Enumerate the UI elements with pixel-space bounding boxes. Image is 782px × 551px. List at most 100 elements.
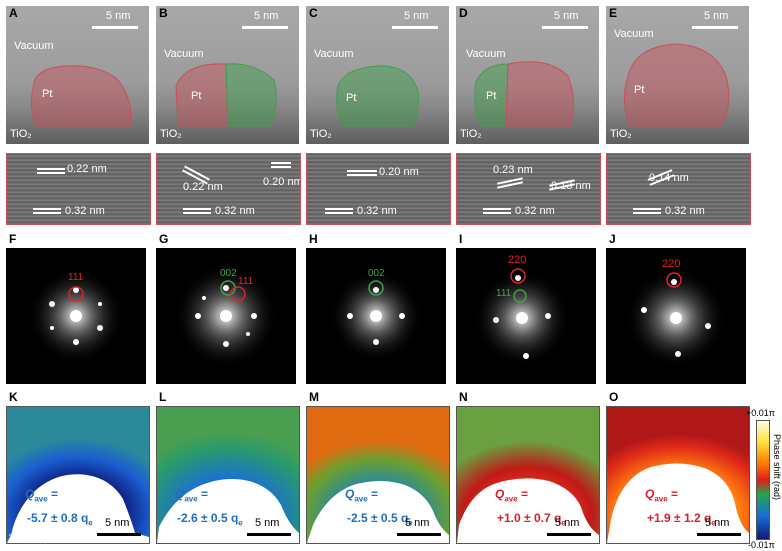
pt-label-d: Pt — [486, 90, 497, 102]
fft-spot-label-j1: 220 — [662, 258, 681, 270]
spacing-label-d1: 0.23 nm — [493, 164, 533, 176]
fft-spot-label-i1: 220 — [508, 254, 527, 266]
pt-particle-a — [30, 65, 132, 127]
fft-pattern-g — [174, 264, 278, 368]
scale-label-o: 5 nm — [705, 517, 730, 529]
spacing-label-e1: 0.14 nm — [649, 172, 689, 184]
scale-bar-c — [392, 26, 438, 29]
fft-spot-label-f1: 111 — [68, 272, 84, 283]
tem-image-b — [156, 6, 299, 144]
q-value-n: +1.0 ± 0.7 qe — [497, 511, 566, 528]
q-label-m: Qave = — [345, 487, 379, 504]
spacing-label-c1: 0.20 nm — [379, 166, 419, 178]
panel-label-k: K — [9, 390, 18, 404]
zoom-image-b: 0.22 nm 0.20 nm 0.32 nm — [156, 153, 301, 225]
phase-map-k: Qave = -5.7 ± 0.8 qe 5 nm — [6, 406, 150, 544]
q-label-o: Qave = — [645, 487, 679, 504]
spacing-label-a2: 0.32 nm — [65, 205, 105, 217]
zoom-image-c: 0.20 nm 0.32 nm — [306, 153, 451, 225]
phase-map-m: Qave = -2.5 ± 0.5 qe 5 nm — [306, 406, 450, 544]
vacuum-label-b: Vacuum — [164, 48, 204, 60]
vacuum-label-a: Vacuum — [14, 40, 54, 52]
panel-label-b: B — [159, 6, 168, 20]
panel-label-m: M — [309, 390, 319, 404]
scale-bar-a — [92, 26, 138, 29]
particle-silhouette-n — [457, 478, 599, 543]
q-value-m: -2.5 ± 0.5 qe — [347, 511, 413, 528]
substrate-label-b: TiO₂ — [160, 128, 182, 140]
panel-label-a: A — [9, 6, 18, 20]
fft-spot-label-g2: 111 — [238, 276, 254, 287]
colorbar-title: Phase shift (rad) — [772, 434, 782, 501]
vacuum-label-c: Vacuum — [314, 48, 354, 60]
tem-image-c — [306, 6, 449, 144]
fft-pattern-j — [626, 268, 726, 368]
scale-label-l: 5 nm — [255, 517, 280, 529]
fft-image-g: 002 111 — [156, 248, 296, 384]
substrate-label-d: TiO₂ — [460, 128, 482, 140]
tem-image-e — [606, 6, 749, 144]
fft-image-i: 220 111 — [456, 248, 596, 384]
scale-bar-k — [97, 533, 141, 536]
vacuum-label-d: Vacuum — [466, 48, 506, 60]
panel-label-c: C — [309, 6, 318, 20]
phase-map-l: Qave = -2.6 ± 0.5 qe 5 nm — [156, 406, 300, 544]
fft-pattern-h — [330, 270, 422, 362]
zoom-image-a: 0.22 nm 0.32 nm — [6, 153, 151, 225]
scale-label-k: 5 nm — [105, 517, 130, 529]
fft-spot-label-i2: 111 — [496, 288, 512, 299]
colorbar-bottom-label: -0.01π — [748, 540, 775, 550]
spacing-label-e2: 0.32 nm — [665, 205, 705, 217]
pt-label-a: Pt — [42, 88, 53, 100]
particle-silhouette-k — [7, 474, 149, 543]
spacing-label-c2: 0.32 nm — [357, 205, 397, 217]
zoom-image-e: 0.14 nm 0.32 nm — [606, 153, 751, 225]
spacing-label-d2: 0.13 nm — [551, 180, 591, 192]
pt-particle-b — [175, 63, 277, 127]
scale-label-m: 5 nm — [405, 517, 430, 529]
q-value-k: -5.7 ± 0.8 qe — [27, 511, 93, 528]
substrate-label-c: TiO₂ — [310, 128, 332, 140]
substrate-label-a: TiO₂ — [10, 128, 32, 140]
q-label-l: Qave = — [175, 487, 209, 504]
pt-label-e: Pt — [634, 84, 645, 96]
fft-spot-label-g1: 002 — [220, 268, 237, 279]
particle-silhouette-l — [157, 479, 299, 543]
panel-label-d: D — [459, 6, 468, 20]
scale-label-b: 5 nm — [254, 10, 279, 22]
spacing-label-b1: 0.22 nm — [183, 181, 223, 193]
spacing-label-d3: 0.32 nm — [515, 205, 555, 217]
pt-particle-e — [624, 43, 730, 127]
watermark: 大数据文摘 — [8, 530, 74, 545]
panel-label-i: I — [459, 232, 463, 246]
vacuum-label-e: Vacuum — [614, 28, 654, 40]
substrate-label-e: TiO₂ — [610, 128, 632, 140]
q-value-o: +1.9 ± 1.2 qe — [647, 511, 716, 528]
pt-label-b: Pt — [191, 90, 202, 102]
phase-map-n: Qave = +1.0 ± 0.7 qe 5 nm — [456, 406, 600, 544]
fft-image-f: 111 — [6, 248, 146, 384]
scale-label-c: 5 nm — [404, 10, 429, 22]
scale-bar-l — [247, 533, 291, 536]
panel-label-g: G — [159, 232, 169, 246]
fft-image-h: 002 — [306, 248, 446, 384]
spacing-label-b3: 0.32 nm — [215, 205, 255, 217]
panel-label-h: H — [309, 232, 318, 246]
scale-bar-m — [397, 533, 441, 536]
spacing-label-b2: 0.20 nm — [263, 176, 301, 188]
q-label-k: Qave = — [25, 487, 59, 504]
panel-label-e: E — [609, 6, 618, 20]
pt-particle-c — [336, 65, 419, 127]
pt-label-c: Pt — [346, 92, 357, 104]
fft-pattern-f — [28, 268, 124, 364]
pt-particle-d — [474, 61, 574, 127]
fft-spot-label-h1: 002 — [368, 268, 385, 279]
particle-silhouette-o — [607, 463, 749, 543]
colorbar-top-label: +0.01π — [746, 408, 775, 418]
panel-label-j: J — [609, 232, 616, 246]
scale-bar-b — [242, 26, 288, 29]
panel-label-o: O — [609, 390, 619, 404]
scale-bar-d — [542, 26, 588, 29]
scale-label-n: 5 nm — [555, 517, 580, 529]
particle-silhouette-m — [307, 481, 449, 543]
